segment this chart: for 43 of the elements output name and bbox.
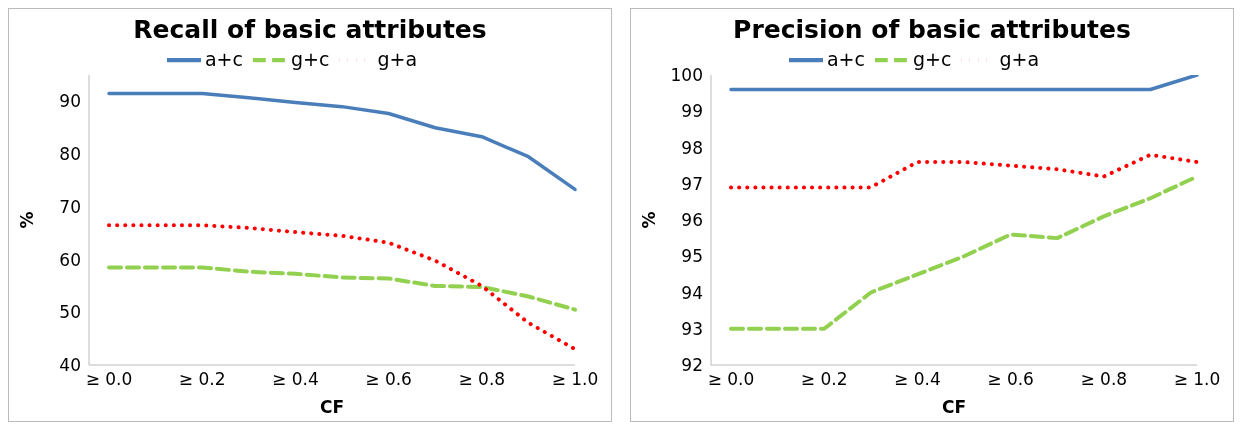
x-tick-label: ≥ 0.8 bbox=[1080, 369, 1128, 390]
y-tick-label: 95 bbox=[681, 246, 703, 267]
y-tick-label: 94 bbox=[681, 282, 703, 303]
chart-title: Precision of basic attributes bbox=[732, 15, 1132, 46]
line-series bbox=[107, 91, 577, 192]
legend-label: g+c bbox=[912, 47, 952, 70]
line-series bbox=[729, 152, 1199, 190]
y-tick-label: 98 bbox=[681, 137, 703, 158]
y-tick-label: 96 bbox=[681, 210, 703, 231]
y-tick-label: 100 bbox=[670, 65, 703, 86]
x-tick-label: ≥ 0.4 bbox=[272, 369, 319, 390]
y-tick-label: 93 bbox=[681, 318, 703, 339]
y-axis-title: % bbox=[639, 211, 660, 229]
x-axis-title: CF bbox=[319, 397, 345, 417]
y-tick-label: 99 bbox=[681, 101, 703, 122]
x-tick-label: ≥ 1.0 bbox=[1173, 369, 1221, 390]
x-tick-label: ≥ 0.6 bbox=[987, 369, 1034, 390]
x-axis-title: CF bbox=[941, 397, 967, 417]
y-tick-label: 92 bbox=[681, 355, 703, 376]
legend-label: g+c bbox=[290, 47, 330, 70]
legend-label: a+c bbox=[204, 47, 243, 70]
y-tick-label: 40 bbox=[59, 355, 81, 376]
y-tick-label: 70 bbox=[59, 196, 81, 217]
y-tick-label: 60 bbox=[59, 249, 81, 270]
x-tick-label: ≥ 0.2 bbox=[800, 369, 848, 390]
x-tick-label: ≥ 1.0 bbox=[551, 369, 599, 390]
y-tick-label: 97 bbox=[681, 173, 703, 194]
x-tick-label: ≥ 0.4 bbox=[894, 369, 941, 390]
x-tick-label: ≥ 0.2 bbox=[178, 369, 226, 390]
legend-label: g+a bbox=[999, 47, 1040, 70]
y-tick-label: 80 bbox=[59, 144, 81, 165]
line-series bbox=[107, 223, 577, 352]
y-tick-label: 50 bbox=[59, 302, 81, 323]
x-tick-label: ≥ 0.0 bbox=[85, 369, 133, 390]
legend-label: g+a bbox=[377, 47, 418, 70]
x-tick-label: ≥ 0.0 bbox=[707, 369, 755, 390]
chart-title: Recall of basic attributes bbox=[132, 15, 488, 46]
x-tick-label: ≥ 0.6 bbox=[365, 369, 412, 390]
line-series bbox=[107, 265, 577, 312]
x-tick-label: ≥ 0.8 bbox=[458, 369, 506, 390]
y-axis-title: % bbox=[17, 211, 38, 229]
legend-label: a+c bbox=[826, 47, 865, 70]
y-tick-label: 90 bbox=[59, 91, 81, 112]
